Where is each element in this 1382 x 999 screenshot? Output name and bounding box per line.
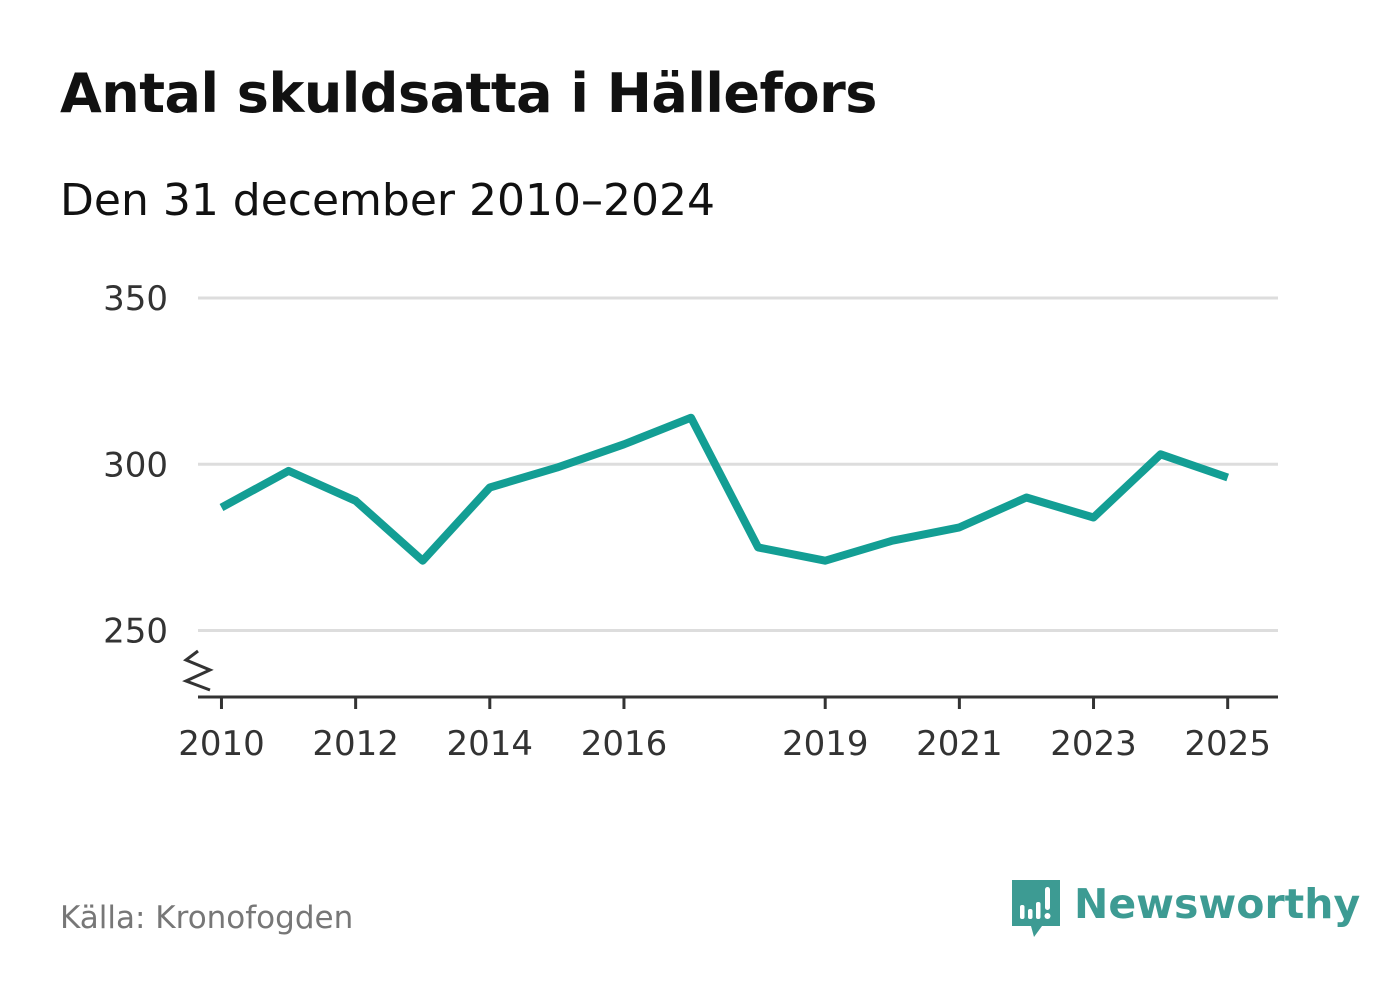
x-tick-label-2014: 2014 xyxy=(447,724,534,764)
data-point-2014 xyxy=(486,484,494,492)
data-point-2018 xyxy=(754,543,762,551)
x-tick-label-2012: 2012 xyxy=(312,724,399,764)
x-tick-label-2019: 2019 xyxy=(782,724,869,764)
newsworthy-icon xyxy=(1012,880,1060,937)
data-point-2010 xyxy=(217,503,225,511)
y-tick-label-300: 300 xyxy=(103,445,168,485)
data-point-2024 xyxy=(1157,450,1165,458)
source-note: Källa: Kronofogden xyxy=(60,900,354,936)
x-tick-label-2021: 2021 xyxy=(916,724,1003,764)
data-point-2017 xyxy=(687,414,695,422)
x-tick-label-2023: 2023 xyxy=(1050,724,1137,764)
data-point-2013 xyxy=(419,557,427,565)
axis-break-icon xyxy=(182,649,214,692)
x-tick-label-2010: 2010 xyxy=(178,724,265,764)
x-tick-label-2025: 2025 xyxy=(1184,724,1271,764)
chart-subtitle: Den 31 december 2010–2024 xyxy=(60,175,715,226)
x-tick-label-2016: 2016 xyxy=(581,724,668,764)
data-point-2021 xyxy=(955,523,963,531)
data-point-2019 xyxy=(821,557,829,565)
data-point-2020 xyxy=(888,537,896,545)
chart-title: Antal skuldsatta i Hällefors xyxy=(60,62,877,125)
data-point-2011 xyxy=(285,467,293,475)
data-point-2015 xyxy=(553,464,561,472)
y-tick-label-350: 350 xyxy=(103,279,168,319)
data-point-2025 xyxy=(1224,474,1232,482)
y-tick-label-250: 250 xyxy=(103,612,168,652)
series-line-0 xyxy=(219,413,1230,565)
newsworthy-logo: Newsworthy xyxy=(1010,878,1360,942)
data-point-2022 xyxy=(1022,494,1030,502)
data-point-2023 xyxy=(1090,513,1098,521)
brand-name: Newsworthy xyxy=(1074,880,1361,928)
data-point-2012 xyxy=(352,497,360,505)
data-point-2016 xyxy=(620,440,628,448)
